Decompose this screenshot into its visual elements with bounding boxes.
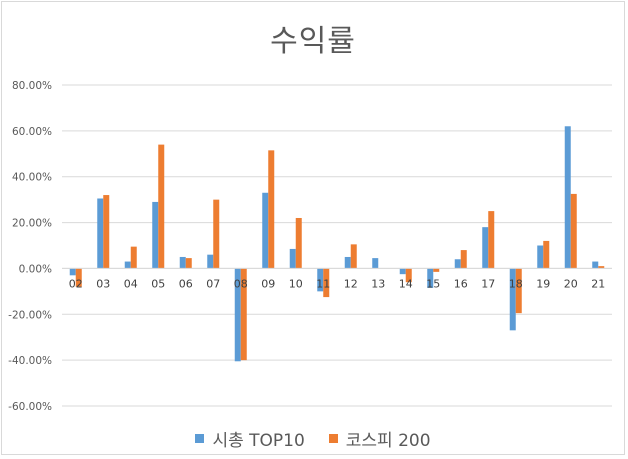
bar-series-1 xyxy=(317,268,324,292)
x-tick-label: 03 xyxy=(96,277,110,290)
y-tick-label: 60.00% xyxy=(12,126,52,138)
y-tick-label: -40.00% xyxy=(8,355,52,367)
chart-legend: 시총 TOP10 코스피 200 xyxy=(2,426,624,451)
legend-swatch-series-2 xyxy=(328,434,338,443)
legend-swatch-series-1 xyxy=(195,434,205,443)
x-tick-label: 04 xyxy=(124,277,138,290)
x-tick-label: 11 xyxy=(316,277,330,290)
bar-series-1 xyxy=(509,268,516,331)
bar-series-2 xyxy=(213,199,220,269)
bar-series-2 xyxy=(598,266,605,269)
bar-series-2 xyxy=(185,258,192,269)
x-tick-label: 15 xyxy=(426,277,440,290)
x-tick-label: 06 xyxy=(179,277,193,290)
bar-series-1 xyxy=(234,268,241,362)
x-tick-label: 16 xyxy=(454,277,468,290)
bar-series-2 xyxy=(488,211,495,269)
x-tick-label: 09 xyxy=(261,277,275,290)
bar-series-1 xyxy=(124,261,131,269)
bar-series-1 xyxy=(179,256,186,269)
bar-series-2 xyxy=(350,244,357,269)
y-tick-label: 0.00% xyxy=(19,263,52,275)
bar-series-1 xyxy=(482,227,489,269)
bar-series-2 xyxy=(103,195,110,269)
bar-series-2 xyxy=(240,268,247,361)
y-tick-label: 80.00% xyxy=(12,80,52,92)
y-tick-label: 20.00% xyxy=(12,218,52,230)
legend-item-series-1: 시총 TOP10 xyxy=(195,426,305,451)
legend-item-series-2: 코스피 200 xyxy=(328,426,431,451)
bar-series-1 xyxy=(454,259,461,269)
x-tick-label: 13 xyxy=(371,277,385,290)
x-tick-label: 19 xyxy=(536,277,550,290)
x-tick-label: 20 xyxy=(564,277,578,290)
bar-series-2 xyxy=(130,246,137,269)
chart-title: 수익률 xyxy=(270,24,356,59)
bar-series-2 xyxy=(295,217,302,269)
bar-series-1 xyxy=(427,268,434,288)
bar-series-1 xyxy=(372,258,379,269)
x-tick-label: 21 xyxy=(591,277,605,290)
bar-series-2 xyxy=(515,268,522,314)
bar-series-2 xyxy=(460,250,467,269)
y-tick-label: -20.00% xyxy=(8,309,52,321)
legend-label-series-1: 시총 TOP10 xyxy=(212,431,305,451)
bar-series-1 xyxy=(399,268,406,275)
bar-series-2 xyxy=(570,193,577,269)
bar-series-1 xyxy=(289,248,296,269)
bar-series-2 xyxy=(323,268,330,298)
x-tick-label: 08 xyxy=(234,277,248,290)
bar-series-1 xyxy=(537,245,544,269)
x-tick-label: 14 xyxy=(399,277,413,290)
x-tick-label: 12 xyxy=(344,277,358,290)
bar-series-2 xyxy=(405,268,412,283)
legend-label-series-2: 코스피 200 xyxy=(345,431,431,451)
x-tick-label: 17 xyxy=(481,277,495,290)
bar-series-1 xyxy=(564,126,571,269)
bar-series-1 xyxy=(152,201,159,269)
x-tick-label: 02 xyxy=(69,277,83,290)
x-tick-label: 07 xyxy=(206,277,220,290)
bar-series-1 xyxy=(207,254,214,269)
bar-series-1 xyxy=(592,261,599,269)
y-tick-label: -60.00% xyxy=(8,401,52,413)
bar-series-2 xyxy=(158,144,165,269)
bar-series-2 xyxy=(268,150,275,269)
x-tick-label: 10 xyxy=(289,277,303,290)
bar-series-1 xyxy=(97,198,104,269)
bar-series-2 xyxy=(433,268,440,272)
y-tick-label: 40.00% xyxy=(12,172,52,184)
bar-series-1 xyxy=(69,268,76,276)
bar-series-2 xyxy=(543,240,550,269)
x-tick-label: 05 xyxy=(151,277,165,290)
bar-series-1 xyxy=(262,192,269,269)
bar-series-1 xyxy=(344,256,351,269)
bar-series-2 xyxy=(75,268,82,287)
x-tick-label: 18 xyxy=(509,277,523,290)
